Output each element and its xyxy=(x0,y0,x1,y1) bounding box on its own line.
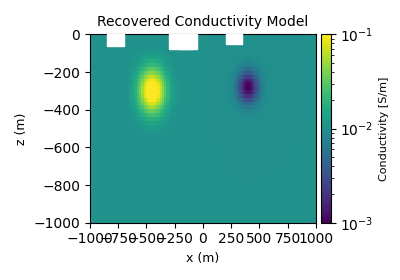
Bar xyxy=(226,33,242,44)
X-axis label: x (m): x (m) xyxy=(186,252,220,265)
Bar xyxy=(169,33,192,49)
Y-axis label: z (m): z (m) xyxy=(15,112,28,145)
Title: Recovered Conductivity Model: Recovered Conductivity Model xyxy=(97,15,308,29)
Y-axis label: Conductivity [S/m]: Conductivity [S/m] xyxy=(379,76,389,181)
Bar xyxy=(180,34,197,49)
Bar xyxy=(107,33,124,46)
